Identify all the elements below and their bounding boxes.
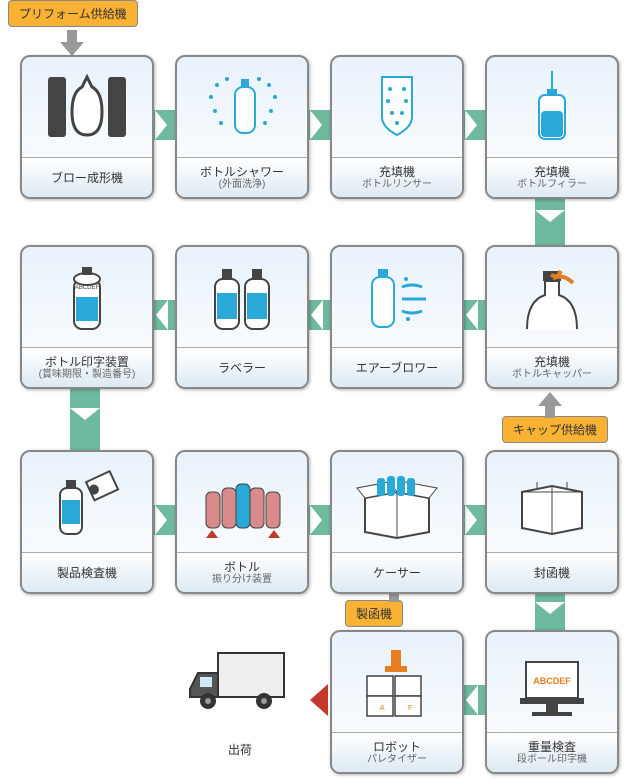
node-sealer: 封函機 (485, 450, 619, 594)
icon-caser (332, 452, 462, 552)
sublabel: (外面洗浄) (219, 179, 266, 191)
chevron (311, 300, 323, 330)
svg-text:ABCDEF: ABCDEF (75, 285, 100, 291)
label: ケーサー (373, 566, 421, 580)
icon-capper (487, 247, 617, 347)
label: 充填機 (534, 165, 570, 179)
label: 封函機 (534, 566, 570, 580)
label: エアーブロワー (356, 361, 439, 375)
chevron (155, 505, 167, 535)
label: ボトル印字装置 (45, 355, 129, 369)
red-arrow-ship (310, 684, 328, 716)
node-air-blower: エアーブロワー (330, 245, 464, 389)
sublabel: ボトルリンサー (362, 179, 432, 191)
node-weight-print: ABCDEF 重量検査段ボール印字機 (485, 630, 619, 774)
arrow-cap-up (538, 392, 562, 406)
tag-cap: キャップ供給機 (502, 416, 608, 443)
tag-box-label: 製函機 (356, 607, 392, 621)
node-rinser: 充填機ボトルリンサー (330, 55, 464, 199)
sublabel: ボトルフィラー (517, 179, 587, 191)
chevron (535, 602, 565, 614)
sublabel: ボトルキャッパー (512, 369, 592, 381)
node-blow-mold: ブロー成形機 (20, 55, 154, 199)
label: 出荷 (228, 743, 252, 757)
icon-rinser (332, 57, 462, 157)
chevron (156, 300, 168, 330)
sublabel: 段ボール印字機 (517, 754, 587, 766)
icon-inspector (22, 452, 152, 552)
label: 製品検査機 (57, 566, 117, 580)
node-ship: 出荷 (175, 630, 305, 770)
node-inspector: 製品検査機 (20, 450, 154, 594)
chevron (466, 300, 478, 330)
node-palletizer: AF ロボットパレタイザー (330, 630, 464, 774)
tag-preform: プリフォーム供給機 (8, 0, 138, 27)
label: ボトル (224, 560, 260, 574)
icon-air-blower (332, 247, 462, 347)
svg-text:ABCDEF: ABCDEF (533, 676, 571, 686)
chevron (155, 110, 167, 140)
icon-filler (487, 57, 617, 157)
sublabel: 振り分け装置 (212, 574, 272, 586)
label: 充填機 (534, 355, 570, 369)
chevron (310, 110, 322, 140)
chevron (466, 685, 478, 715)
tag-box: 製函機 (345, 600, 403, 627)
icon-sealer (487, 452, 617, 552)
icon-truck (175, 630, 305, 730)
label: ロボット (373, 740, 421, 754)
icon-bottle-shower (177, 57, 307, 157)
tag-preform-label: プリフォーム供給機 (19, 7, 127, 21)
sublabel: (賞味期限・製造番号) (39, 369, 136, 381)
icon-sorter (177, 452, 307, 552)
chevron (535, 210, 565, 222)
node-labeler: ラベラー (175, 245, 309, 389)
chevron (70, 408, 100, 420)
icon-labeler (177, 247, 307, 347)
label: 充填機 (379, 165, 415, 179)
arrow-preform-down (60, 42, 84, 56)
chevron (310, 505, 322, 535)
label: ブロー成形機 (51, 171, 123, 185)
svg-text:F: F (408, 705, 412, 712)
node-filler: 充填機ボトルフィラー (485, 55, 619, 199)
node-capper: 充填機ボトルキャッパー (485, 245, 619, 389)
icon-blow-mold (22, 57, 152, 157)
tag-cap-label: キャップ供給機 (513, 423, 597, 437)
chevron (465, 505, 477, 535)
node-printer: ABCDEF ボトル印字装置(賞味期限・製造番号) (20, 245, 154, 389)
label: ラベラー (218, 361, 266, 375)
chevron (465, 110, 477, 140)
sublabel: パレタイザー (367, 754, 427, 766)
svg-text:A: A (380, 705, 385, 712)
icon-weight: ABCDEF (487, 632, 617, 732)
label: ボトルシャワー (200, 165, 284, 179)
node-bottle-shower: ボトルシャワー(外面洗浄) (175, 55, 309, 199)
label: 重量検査 (528, 740, 576, 754)
node-caser: ケーサー (330, 450, 464, 594)
node-sorter: ボトル振り分け装置 (175, 450, 309, 594)
icon-palletizer: AF (332, 632, 462, 732)
icon-printer: ABCDEF (22, 247, 152, 347)
